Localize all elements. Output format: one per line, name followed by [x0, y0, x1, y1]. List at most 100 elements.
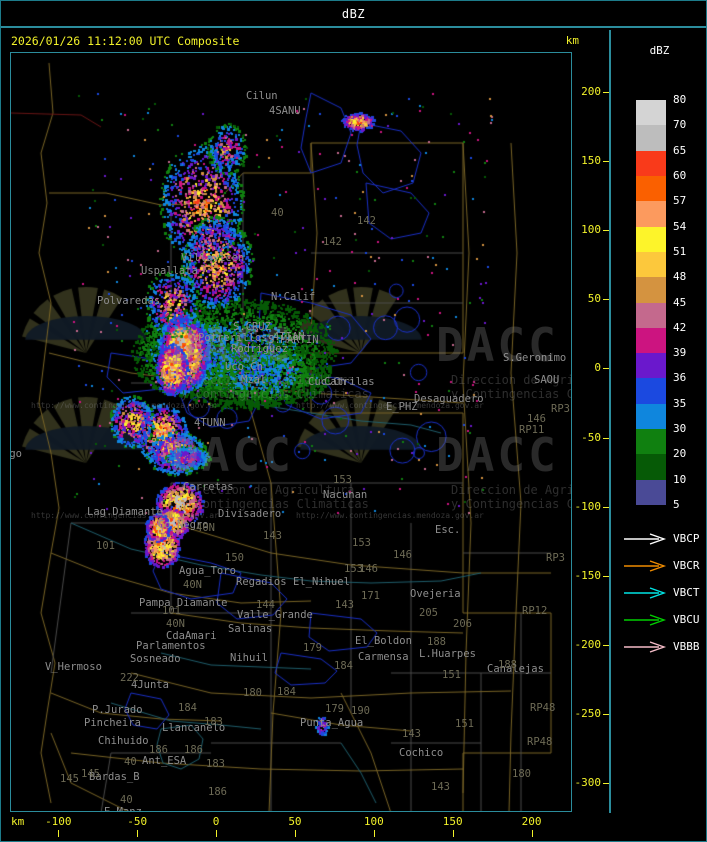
x-axis-tick-label: 0 — [212, 815, 220, 828]
vector-legend-row: VBCT — [623, 579, 707, 606]
x-axis-tick-label: -100 — [45, 815, 72, 828]
x-axis-unit-label: km — [11, 815, 25, 828]
y-axis-tick-label: -50 — [581, 430, 601, 444]
colorbar-tick-label: 30 — [673, 422, 687, 436]
colorbar-swatch[interactable] — [636, 175, 666, 202]
x-axis-tick — [216, 830, 218, 837]
vector-legend-row: VBCR — [623, 552, 707, 579]
y-axis-tick-label: -100 — [574, 499, 602, 513]
timestamp-row: 2026/01/26 11:12:00 UTC Composite — [2, 30, 609, 52]
colorbar-tick-label: 80 — [673, 93, 687, 106]
x-axis-tick — [531, 830, 533, 837]
timestamp-label: 2026/01/26 11:12:00 UTC Composite — [11, 34, 240, 48]
y-axis-tick-label: -200 — [574, 638, 602, 651]
y-axis-tick-label: -250 — [574, 707, 602, 721]
y-axis-tick — [603, 645, 609, 646]
colorbar-tick-label: 45 — [673, 295, 687, 309]
radar-panel: 2026/01/26 11:12:00 UTC Composite km Cil… — [2, 30, 611, 813]
colorbar-swatch[interactable] — [636, 327, 666, 354]
colorbar-tick-label: 5 — [673, 498, 680, 511]
colorbar-swatch[interactable] — [636, 277, 666, 303]
y-axis-tick — [603, 299, 609, 301]
colorbar-swatch[interactable] — [636, 201, 666, 227]
colorbar-title: dBZ — [649, 44, 670, 57]
colorbar-swatch[interactable] — [636, 150, 666, 176]
colorbar-swatch[interactable] — [636, 353, 666, 379]
vector-legend-label: VBCR — [673, 559, 700, 572]
vector-legend-label: VBCP — [673, 532, 700, 545]
y-axis-tick-label: 50 — [587, 292, 601, 306]
window-title: dBZ — [341, 6, 366, 21]
arrow-icon — [624, 613, 667, 626]
colorbar-tick-label: 57 — [673, 194, 687, 208]
x-axis: km -100 -50 0 50 100 150 200 — [2, 813, 611, 842]
colorbar-swatch[interactable] — [636, 479, 666, 505]
colorbar-swatch[interactable] — [636, 100, 666, 126]
colorbar-swatch[interactable] — [636, 429, 666, 455]
colorbar-tick-label: 36 — [673, 371, 687, 385]
colorbar-tick-label: 39 — [673, 346, 687, 360]
y-axis-tick — [603, 437, 609, 439]
colorbar-tick-label: 60 — [673, 168, 687, 182]
x-axis-tick — [137, 830, 139, 837]
colorbar-tick-label: 10 — [673, 472, 687, 486]
y-axis-tick — [603, 783, 609, 785]
vector-legend-row: VBCU — [623, 606, 707, 633]
y-axis-tick-label: -300 — [574, 776, 602, 790]
arrow-icon — [624, 586, 667, 599]
vector-legend-label: VBCT — [673, 586, 700, 599]
x-axis-tick-label: 50 — [288, 815, 302, 828]
colorbar-swatch[interactable] — [636, 454, 666, 480]
y-axis-tick-label: 200 — [581, 84, 601, 98]
y-axis-tick — [603, 160, 609, 162]
y-axis-tick-label: 100 — [581, 223, 601, 237]
legend-panel: dBZ VBCP VBCR VBCT VBCU VBBB 80 70 65 60 57 54 51 4… — [613, 30, 706, 813]
x-axis-tick-label: 100 — [363, 815, 384, 828]
y-axis-tick — [603, 230, 609, 232]
window-title-bar: dBZ — [1, 1, 706, 28]
vector-legend-label: VBBB — [673, 640, 700, 653]
y-axis-tick — [603, 575, 609, 577]
x-axis-tick-label: 150 — [442, 815, 463, 828]
colorbar-tick-label: 65 — [673, 143, 687, 157]
y-axis-tick-label: 150 — [581, 153, 601, 167]
colorbar-swatch[interactable] — [636, 302, 666, 328]
colorbar-tick-label: 48 — [673, 270, 687, 284]
colorbar-tick-label: 35 — [673, 396, 687, 410]
y-axis-tick — [603, 91, 609, 93]
y-axis: 200 150 100 50 0 -50 -100 -150 -200 -250 -300 — [572, 52, 609, 812]
y-axis-unit-label: km — [565, 34, 579, 47]
colorbar-swatch[interactable] — [636, 251, 666, 278]
colorbar-tick-label: 20 — [673, 447, 687, 461]
x-axis-tick-label: -50 — [127, 815, 148, 828]
x-axis-tick — [452, 830, 454, 837]
radar-echo-canvas — [11, 53, 571, 811]
y-axis-tick-label: 0 — [594, 361, 601, 375]
colorbar-tick-label: 70 — [673, 118, 687, 132]
arrow-icon — [624, 532, 667, 545]
arrow-icon — [624, 559, 667, 572]
dbz-colorbar[interactable] — [636, 100, 666, 505]
colorbar-swatch[interactable] — [636, 403, 666, 430]
vector-legend-label: VBCU — [673, 613, 700, 626]
x-axis-tick-label: 200 — [521, 815, 542, 828]
vector-legend-row: VBCP — [623, 525, 707, 552]
y-axis-tick — [603, 506, 609, 508]
y-axis-tick-label: -150 — [574, 568, 602, 582]
colorbar-swatch[interactable] — [636, 125, 666, 151]
arrow-icon — [624, 640, 667, 653]
x-axis-tick — [58, 830, 60, 837]
colorbar-tick-label: 42 — [673, 320, 687, 334]
colorbar-swatch[interactable] — [636, 378, 666, 404]
y-axis-tick — [603, 368, 609, 370]
colorbar-tick-label: 51 — [673, 244, 687, 258]
y-axis-tick — [603, 714, 609, 716]
colorbar-tick-label: 54 — [673, 219, 687, 233]
vector-arrow-legend: VBCP VBCR VBCT VBCU VBBB — [623, 525, 707, 660]
radar-plot-area[interactable]: Cilun 4SANU Villavicen Uspallata N.Calif Polv… — [10, 52, 572, 812]
colorbar-swatch[interactable] — [636, 226, 666, 252]
x-axis-tick — [294, 830, 296, 837]
vector-legend-row: VBBB — [623, 633, 707, 660]
x-axis-tick — [373, 830, 375, 837]
